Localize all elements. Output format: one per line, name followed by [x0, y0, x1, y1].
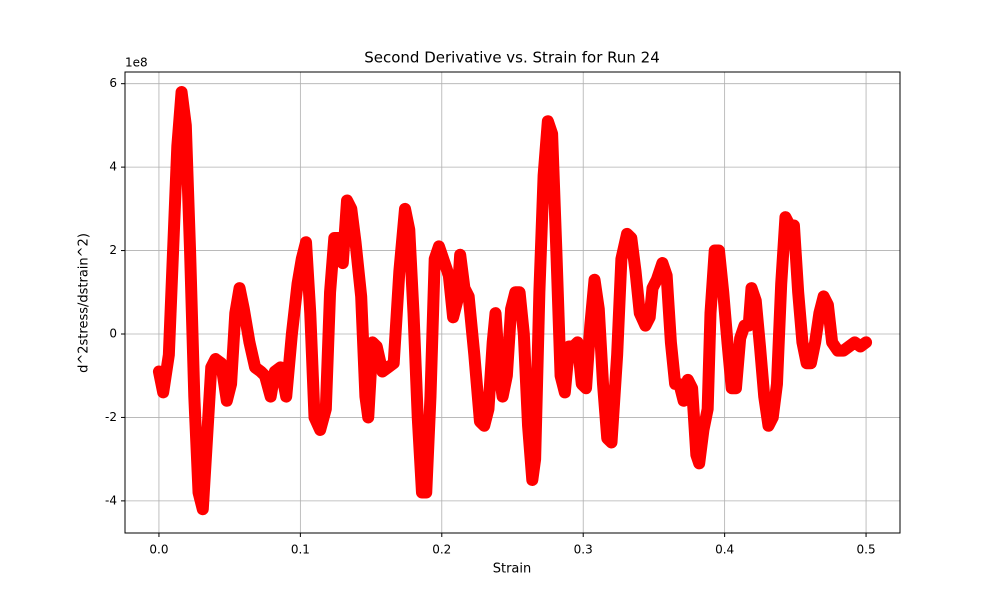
chart-title: Second Derivative vs. Strain for Run 24 — [364, 49, 660, 67]
x-tick-label: 0.1 — [291, 543, 310, 557]
x-tick-label: 0.5 — [857, 543, 876, 557]
x-tick-label: 0.0 — [149, 543, 168, 557]
plot-frame — [124, 71, 901, 534]
y-axis-label: d^2stress/dstrain^2) — [77, 233, 92, 373]
y-tick-label: 4 — [109, 160, 117, 174]
data-line — [152, 86, 873, 516]
x-tick-label: 0.3 — [574, 543, 593, 557]
x-tick-label: 0.2 — [432, 543, 451, 557]
x-tick-label: 0.4 — [715, 543, 734, 557]
y-offset-label: 1e8 — [125, 56, 148, 70]
y-tick-label: 0 — [109, 326, 117, 340]
y-tick-label: -4 — [105, 493, 117, 507]
y-tick-label: 6 — [109, 76, 117, 90]
y-tick-label: 2 — [109, 243, 117, 257]
x-axis-label: Strain — [493, 562, 532, 577]
y-tick-label: -2 — [105, 410, 117, 424]
